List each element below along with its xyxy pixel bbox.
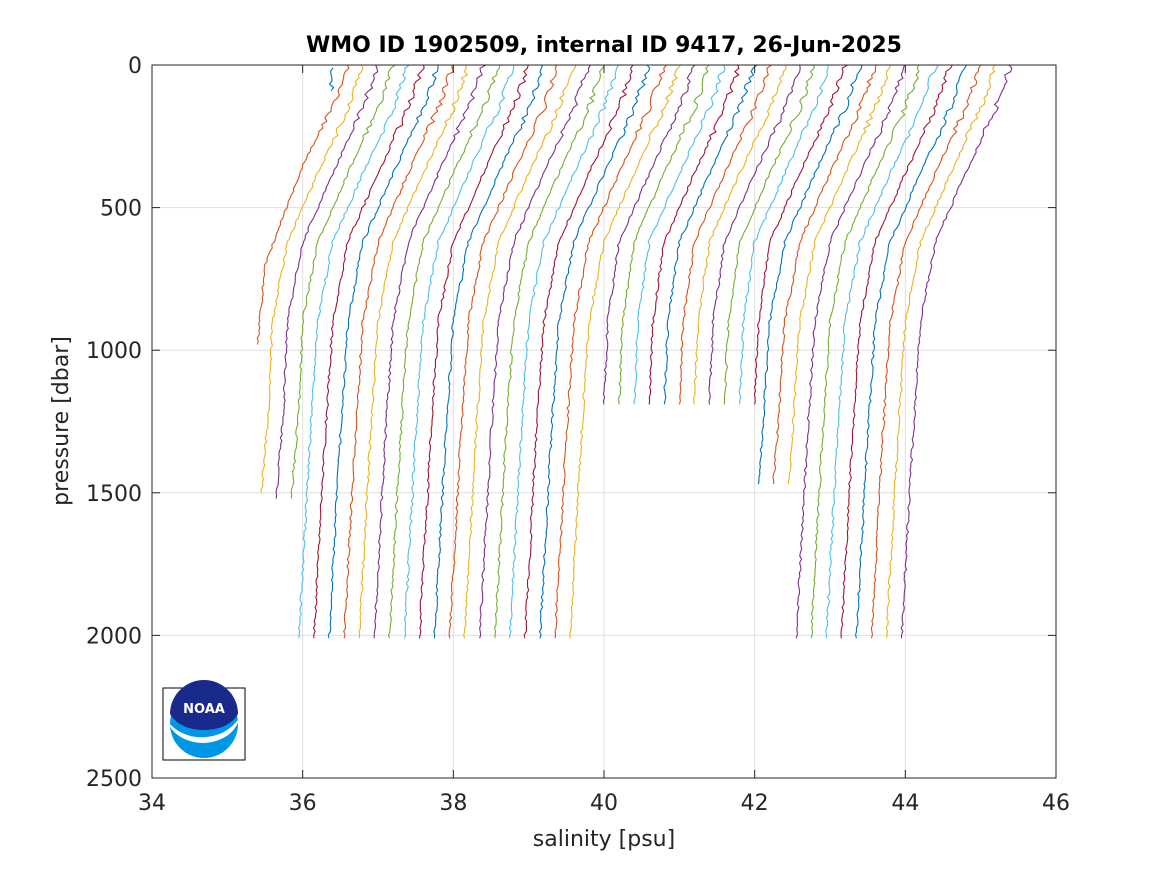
- profile-line: [648, 64, 740, 405]
- y-tick-label: 1000: [86, 339, 142, 364]
- y-tick-label: 2000: [86, 624, 142, 649]
- series-group: [256, 64, 1013, 639]
- logo-wave-icon: [168, 717, 240, 743]
- x-tick-label: 36: [289, 791, 317, 816]
- y-tick-label: 500: [100, 197, 142, 222]
- x-tick-label: 40: [590, 791, 618, 816]
- profile-line: [358, 64, 469, 639]
- profile-line: [327, 64, 439, 639]
- profile-line: [795, 64, 905, 639]
- y-tick-label: 2500: [86, 767, 142, 792]
- profile-line: [900, 64, 1013, 639]
- profile-line: [554, 64, 668, 639]
- profile-line: [312, 64, 425, 639]
- profile-line: [463, 64, 577, 639]
- logo-text: NOAA: [183, 702, 225, 717]
- profile-line: [290, 64, 396, 499]
- profile-line: [403, 64, 515, 639]
- profile-line: [493, 64, 606, 639]
- profile-line: [772, 64, 877, 485]
- profile-line: [602, 64, 696, 405]
- profile-line: [298, 64, 410, 639]
- profile-line: [757, 64, 863, 485]
- profile-line: [633, 64, 726, 405]
- y-tick-label: 0: [128, 54, 142, 79]
- profile-line: [328, 67, 335, 92]
- profile-line: [448, 64, 558, 639]
- profile-line: [723, 64, 815, 405]
- profile-line: [523, 64, 634, 639]
- profile-line: [787, 64, 891, 485]
- profile-line: [885, 64, 996, 639]
- ticks: 34 36 38 40 42 44 46 0 500 1000 1500 2000 2500: [86, 54, 1070, 816]
- profile-line: [810, 64, 920, 639]
- profile-line: [275, 64, 379, 499]
- profile-line: [433, 64, 544, 639]
- x-axis-label: salinity [psu]: [533, 827, 675, 852]
- profile-line: [825, 64, 939, 639]
- profile-line: [840, 64, 953, 639]
- profile-line: [256, 64, 350, 345]
- chart-title: WMO ID 1902509, internal ID 9417, 26-Jun…: [306, 33, 902, 58]
- profile-line: [693, 64, 787, 405]
- x-tick-label: 46: [1042, 791, 1070, 816]
- y-tick-label: 1500: [86, 482, 142, 507]
- profile-line: [418, 64, 529, 639]
- profile-line: [343, 64, 455, 639]
- y-axis-label: pressure [dbar]: [49, 336, 74, 506]
- profile-line: [508, 64, 620, 639]
- profile-line: [388, 64, 501, 639]
- x-tick-label: 34: [138, 791, 166, 816]
- x-tick-label: 38: [439, 791, 467, 816]
- profile-line: [855, 64, 967, 639]
- profile-line: [678, 64, 772, 405]
- profile-line: [538, 64, 651, 639]
- profile-line: [708, 64, 801, 405]
- profile-line: [738, 65, 829, 405]
- profile-line: [870, 64, 982, 639]
- profile-line: [569, 64, 682, 639]
- profile-line: [479, 64, 591, 639]
- x-tick-label: 42: [741, 791, 769, 816]
- profile-line: [260, 64, 364, 493]
- profile-line: [618, 64, 710, 405]
- x-tick-label: 44: [891, 791, 919, 816]
- logo-top-icon: [170, 680, 238, 730]
- profile-line: [373, 64, 486, 639]
- noaa-logo: NOAA: [162, 680, 246, 761]
- profile-line: [663, 64, 758, 405]
- profile-line: [753, 64, 848, 405]
